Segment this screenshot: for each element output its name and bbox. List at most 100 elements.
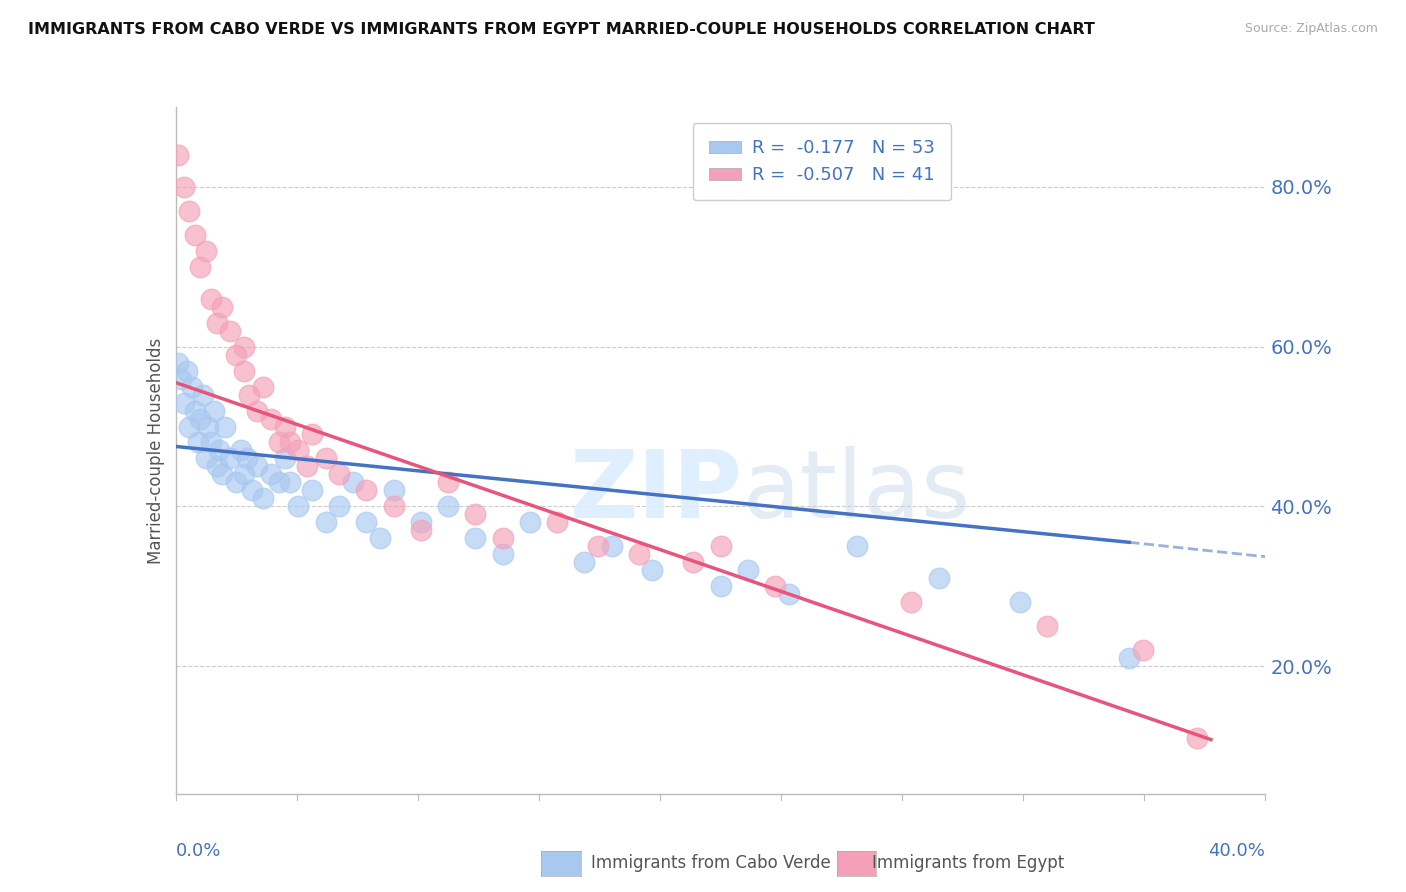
Point [200, 292, 222, 306]
Point [211, 467, 233, 482]
Point [238, 387, 260, 401]
Point [464, 531, 486, 545]
Point [710, 539, 733, 553]
Point [737, 563, 759, 577]
Point [176, 363, 198, 377]
Point [627, 547, 650, 561]
Point [240, 483, 263, 498]
Point [246, 403, 269, 417]
Point [278, 435, 301, 450]
Point [763, 579, 786, 593]
Y-axis label: Married-couple Households: Married-couple Households [146, 337, 165, 564]
Point [682, 555, 704, 569]
Point [315, 516, 337, 530]
Point [492, 531, 515, 545]
Point [208, 443, 231, 458]
Point [464, 508, 486, 522]
Text: IMMIGRANTS FROM CABO VERDE VS IMMIGRANTS FROM EGYPT MARRIED-COUPLE HOUSEHOLDS CO: IMMIGRANTS FROM CABO VERDE VS IMMIGRANTS… [28, 22, 1095, 37]
Point [232, 467, 254, 482]
Point [1187, 731, 1209, 745]
Point [409, 516, 432, 530]
Point [252, 491, 274, 506]
Point [202, 403, 225, 417]
Point [287, 500, 309, 514]
Point [225, 348, 247, 362]
Point [200, 435, 222, 450]
Point [246, 459, 269, 474]
Point [928, 571, 950, 585]
Point [179, 203, 201, 218]
Point [368, 531, 391, 545]
Text: Immigrants from Cabo Verde: Immigrants from Cabo Verde [591, 855, 831, 872]
Point [546, 516, 568, 530]
Point [1036, 619, 1059, 633]
Point [269, 475, 291, 490]
Point [214, 419, 236, 434]
Point [315, 451, 337, 466]
Point [328, 500, 350, 514]
Point [252, 379, 274, 393]
Legend: R =  -0.177   N = 53, R =  -0.507   N = 41: R = -0.177 N = 53, R = -0.507 N = 41 [693, 123, 952, 201]
Point [173, 180, 195, 194]
Point [845, 539, 868, 553]
Point [225, 475, 247, 490]
Point [219, 324, 242, 338]
Point [219, 451, 242, 466]
Point [211, 300, 233, 314]
Point [194, 451, 217, 466]
Point [186, 435, 209, 450]
Point [1010, 595, 1032, 609]
Point [274, 419, 297, 434]
Point [197, 419, 219, 434]
Point [260, 411, 283, 425]
Point [778, 587, 800, 601]
Point [167, 148, 190, 162]
Point [194, 244, 217, 258]
Text: Source: ZipAtlas.com: Source: ZipAtlas.com [1244, 22, 1378, 36]
Point [328, 467, 350, 482]
Point [269, 435, 291, 450]
Point [184, 227, 207, 242]
Point [409, 524, 432, 538]
Point [301, 427, 323, 442]
Text: 0.0%: 0.0% [176, 842, 221, 860]
Point [574, 555, 596, 569]
Point [205, 316, 228, 330]
Point [600, 539, 623, 553]
Point [519, 516, 541, 530]
Point [179, 419, 201, 434]
Point [586, 539, 609, 553]
Text: Immigrants from Egypt: Immigrants from Egypt [872, 855, 1064, 872]
Point [356, 516, 378, 530]
Point [170, 371, 193, 385]
Point [232, 363, 254, 377]
Point [382, 500, 405, 514]
Point [900, 595, 922, 609]
Point [231, 443, 253, 458]
Point [710, 579, 733, 593]
Point [188, 411, 211, 425]
Point [382, 483, 405, 498]
Point [274, 451, 297, 466]
Point [342, 475, 364, 490]
Text: atlas: atlas [742, 446, 970, 538]
Point [235, 451, 257, 466]
Point [287, 443, 309, 458]
Point [278, 475, 301, 490]
Point [167, 356, 190, 370]
Point [191, 387, 214, 401]
Point [184, 403, 207, 417]
Point [437, 475, 460, 490]
Point [301, 483, 323, 498]
Point [173, 395, 195, 409]
Text: 40.0%: 40.0% [1209, 842, 1265, 860]
Point [1132, 643, 1154, 657]
Point [356, 483, 378, 498]
Point [295, 459, 318, 474]
Point [205, 459, 228, 474]
Point [181, 379, 204, 393]
Point [1118, 651, 1140, 665]
Point [260, 467, 283, 482]
Text: ZIP: ZIP [569, 446, 742, 538]
Point [641, 563, 664, 577]
